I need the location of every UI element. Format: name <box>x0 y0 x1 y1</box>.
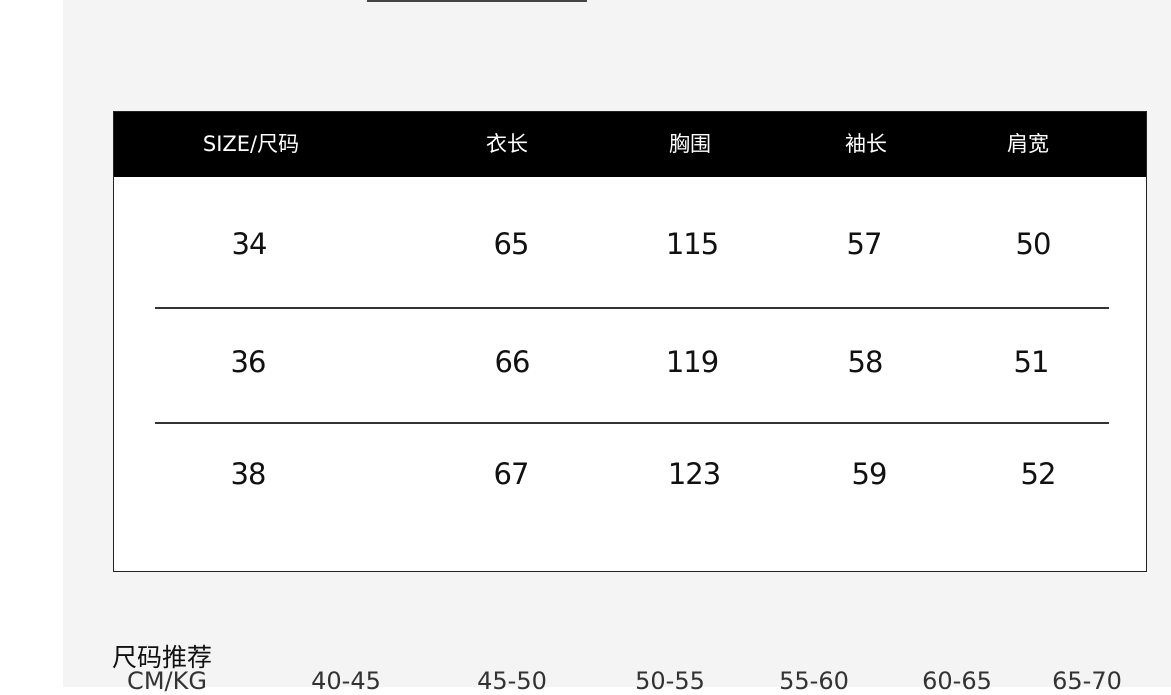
divider <box>367 0 587 2</box>
cell: 119 <box>665 345 719 379</box>
cell: 59 <box>851 457 888 491</box>
row-divider <box>155 422 1109 424</box>
cell: 36 <box>230 345 267 379</box>
cell: 52 <box>1020 457 1057 491</box>
range-label: 65-70 <box>1052 667 1122 695</box>
cell: 51 <box>1013 345 1050 379</box>
header-chest: 胸围 <box>669 132 711 156</box>
range-label: 45-50 <box>477 667 547 695</box>
cell: 57 <box>846 227 883 261</box>
cell: 67 <box>493 457 530 491</box>
size-table: SIZE/尺码 衣长 胸围 袖长 肩宽 34 65 115 57 50 36 6… <box>113 111 1147 572</box>
cell: 65 <box>493 227 530 261</box>
header-length: 衣长 <box>486 132 528 156</box>
range-label: 55-60 <box>779 667 849 695</box>
range-label: 60-65 <box>922 667 992 695</box>
range-label: 40-45 <box>311 667 381 695</box>
cell: 66 <box>494 345 531 379</box>
cell: 123 <box>667 457 721 491</box>
header-size: SIZE/尺码 <box>202 132 300 156</box>
cell: 34 <box>231 227 268 261</box>
cell: 115 <box>665 227 719 261</box>
unit-label: CM/KG <box>127 667 207 695</box>
cell: 38 <box>230 457 267 491</box>
size-recommend-title: 尺码推荐 <box>112 643 213 672</box>
cell: 58 <box>847 345 884 379</box>
header-shoulder: 肩宽 <box>1007 132 1049 156</box>
row-divider <box>155 307 1109 309</box>
table-header: SIZE/尺码 衣长 胸围 袖长 肩宽 <box>114 112 1146 177</box>
header-sleeve: 袖长 <box>845 132 887 156</box>
cell: 50 <box>1015 227 1052 261</box>
range-label: 50-55 <box>635 667 705 695</box>
